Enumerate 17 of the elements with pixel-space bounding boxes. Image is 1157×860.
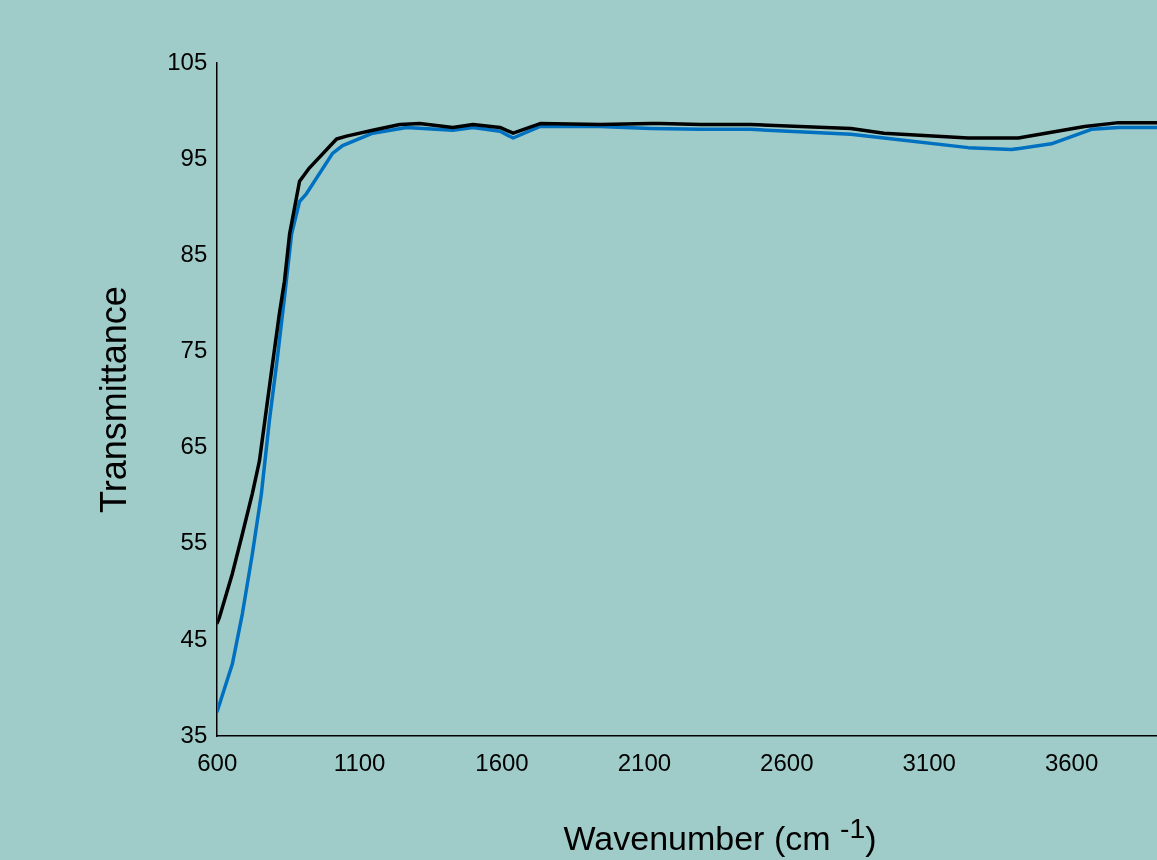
y-tick-label: 105 [167, 47, 208, 75]
y-axis-title: Transmittance [92, 286, 134, 513]
x-tick-label: 3600 [1044, 749, 1099, 777]
x-tick-label: 3100 [902, 749, 956, 777]
x-tick-label: 600 [197, 749, 238, 777]
y-tick-label: 55 [180, 528, 208, 556]
x-axis-title: Wavenumber (cm $^{-1}$) [562, 811, 878, 859]
x-tick-label: 1600 [475, 749, 529, 777]
y-tick-label: 35 [180, 720, 208, 748]
x-tick-label: 2600 [760, 749, 814, 777]
x-tick-label: 2100 [617, 749, 672, 777]
y-tick-label: 65 [180, 432, 208, 460]
y-tick-label: 75 [180, 336, 208, 364]
x-tick-label: 1100 [333, 749, 386, 777]
y-tick-label: 85 [180, 239, 208, 267]
y-tick-label: 45 [180, 624, 208, 652]
y-tick-label: 95 [180, 143, 208, 171]
